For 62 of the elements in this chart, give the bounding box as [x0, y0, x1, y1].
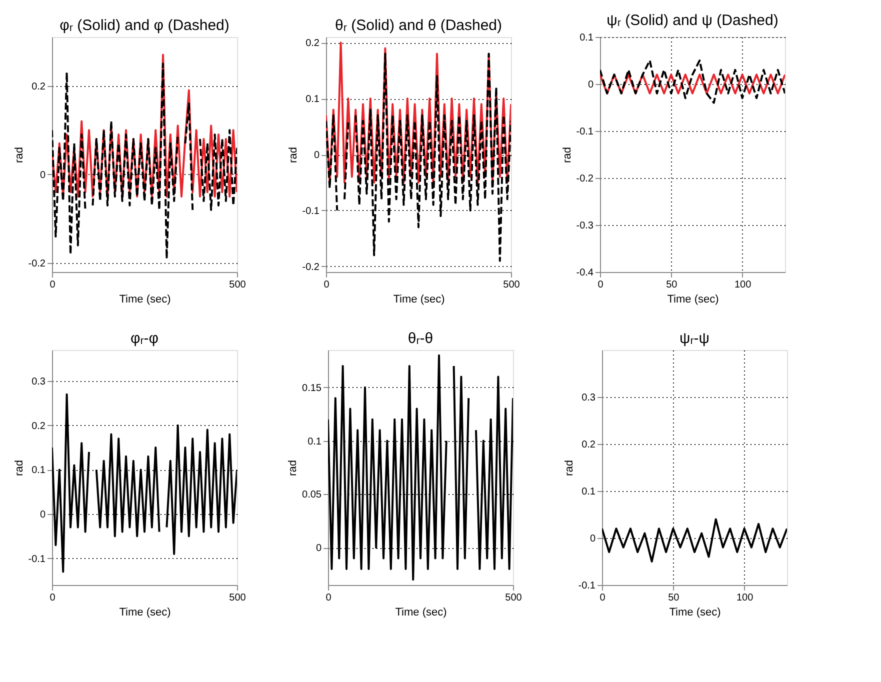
x-tick-label: 50	[666, 280, 678, 290]
y-tick-label: 0	[590, 534, 596, 544]
y-tick-label: -0.1	[28, 554, 46, 565]
x-tick-label: 0	[50, 592, 56, 604]
line-series	[52, 54, 237, 198]
y-tick-label: 0.05	[302, 490, 322, 501]
y-tick-label: 0.1	[582, 486, 596, 498]
y-tick-label: 0.1	[308, 436, 322, 448]
y-tick-label: 0.3	[582, 392, 596, 404]
y-axis-title: rad	[13, 460, 26, 476]
x-axis-title: Time (sec)	[667, 294, 719, 306]
x-tick-label: 50	[668, 592, 680, 604]
y-tick-label: 0.2	[306, 38, 320, 50]
y-axis-title: rad	[287, 147, 300, 163]
chart-title: φᵣ-φ	[130, 330, 159, 347]
y-tick-label: 0	[316, 543, 322, 554]
x-axis-title: Time (sec)	[393, 294, 445, 306]
y-tick-label: 0	[314, 150, 320, 161]
chart-title: θᵣ-θ	[408, 330, 434, 347]
x-tick-label: 500	[503, 280, 520, 290]
chart-title: φᵣ (Solid) and φ (Dashed)	[60, 17, 230, 34]
y-tick-label: 0.2	[582, 440, 596, 450]
y-axis-title: rad	[563, 460, 576, 476]
y-axis-title: rad	[561, 147, 574, 163]
y-tick-label: -0.2	[302, 262, 320, 273]
chart-title: ψᵣ-ψ	[680, 330, 710, 347]
chart-title: θᵣ (Solid) and θ (Dashed)	[334, 17, 502, 34]
y-tick-label: -0.4	[576, 268, 594, 278]
x-tick-label: 0	[50, 280, 56, 290]
y-tick-label: -0.3	[576, 220, 594, 232]
x-tick-label: 0	[324, 280, 330, 290]
y-axis-title: rad	[287, 460, 300, 476]
x-tick-label: 0	[600, 592, 606, 604]
x-tick-label: 500	[505, 592, 522, 604]
y-tick-label: 0.2	[32, 81, 46, 92]
x-axis-title: Time (sec)	[119, 606, 171, 618]
x-tick-label: 500	[229, 280, 246, 290]
line-series	[326, 42, 511, 184]
y-tick-label: 0.1	[306, 94, 320, 106]
x-tick-label: 100	[736, 592, 754, 604]
y-tick-label: 0	[40, 170, 46, 181]
x-tick-label: 0	[326, 592, 332, 604]
y-tick-label: 0.15	[302, 382, 322, 394]
y-tick-label: -0.1	[578, 580, 596, 592]
x-axis-title: Time (sec)	[119, 294, 171, 306]
y-tick-label: 0.1	[580, 32, 594, 44]
x-tick-label: 100	[734, 280, 752, 290]
y-tick-label: 0.3	[32, 376, 46, 388]
y-tick-label: 0.2	[32, 420, 46, 432]
y-tick-label: 0	[40, 510, 46, 521]
x-axis-title: Time (sec)	[395, 606, 447, 618]
y-tick-label: -0.1	[302, 206, 320, 217]
x-tick-label: 0	[598, 280, 604, 290]
x-tick-label: 500	[229, 592, 246, 604]
x-axis-title: Time (sec)	[669, 606, 721, 618]
y-tick-label: 0	[588, 80, 594, 90]
y-tick-label: -0.2	[576, 174, 594, 184]
y-tick-label: -0.2	[28, 258, 46, 270]
y-tick-label: -0.1	[576, 126, 594, 138]
chart-title: ψᵣ (Solid) and ψ (Dashed)	[606, 12, 778, 29]
y-axis-title: rad	[13, 147, 26, 163]
y-tick-label: 0.1	[32, 465, 46, 476]
